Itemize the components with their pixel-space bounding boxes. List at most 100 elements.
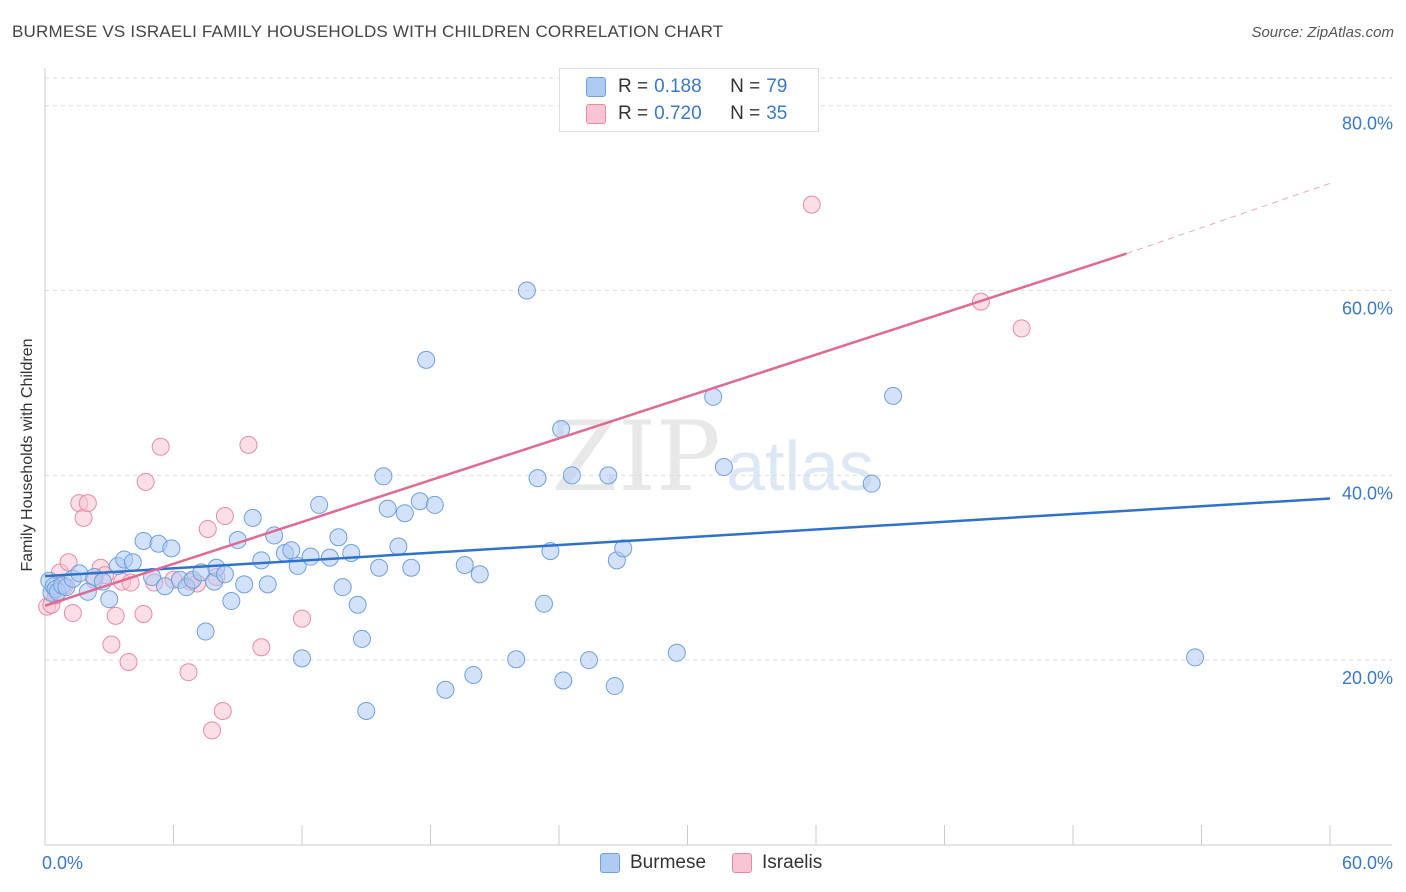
- legend-row-burmese: R = 0.188 N = 79: [586, 75, 787, 99]
- burmese-point: [402, 558, 421, 577]
- burmese-point: [378, 499, 397, 518]
- n-label: N =: [730, 76, 761, 97]
- israeli-point: [63, 604, 82, 623]
- chart-title: BURMESE VS ISRAELI FAMILY HOUSEHOLDS WIT…: [12, 22, 724, 41]
- israeli-point: [179, 663, 198, 682]
- r-label: R =: [618, 103, 649, 124]
- israeli-point: [136, 472, 155, 491]
- burmese-point: [134, 531, 153, 550]
- y-tick-label: 20.0%: [1342, 668, 1393, 688]
- israeli-trend-extension: [1126, 182, 1331, 255]
- israeli-point: [213, 702, 232, 721]
- burmese-r-value: 0.188: [654, 76, 702, 97]
- x-tick-label: 60.0%: [1342, 853, 1393, 873]
- burmese-point: [333, 578, 352, 597]
- israeli-point: [802, 195, 821, 214]
- burmese-swatch: [600, 853, 620, 873]
- burmese-point: [517, 281, 536, 300]
- israeli-point: [59, 553, 78, 572]
- points-layer: [38, 195, 1205, 740]
- burmese-point: [528, 469, 547, 488]
- legend-row-israelis: R = 0.720 N = 35: [586, 102, 787, 126]
- y-tick-label: 40.0%: [1342, 483, 1393, 503]
- y-tick-label: 60.0%: [1342, 299, 1393, 319]
- watermark: ZIP atlas: [551, 401, 874, 513]
- burmese-point: [389, 537, 408, 556]
- israelis-swatch: [586, 104, 606, 124]
- watermark-zip: ZIP: [551, 401, 720, 513]
- burmese-point: [470, 565, 489, 584]
- burmese-point: [374, 467, 393, 486]
- burmese-point: [348, 595, 367, 614]
- burmese-swatch: [586, 77, 606, 97]
- burmese-point: [410, 492, 429, 511]
- burmese-point: [562, 466, 581, 485]
- israeli-point: [134, 604, 153, 623]
- burmese-point: [455, 555, 474, 574]
- israeli-point: [1012, 319, 1031, 338]
- burmese-point: [862, 474, 881, 493]
- burmese-point: [100, 590, 119, 609]
- burmese-point: [252, 551, 271, 570]
- burmese-point: [425, 495, 444, 514]
- burmese-point: [162, 539, 181, 558]
- burmese-point: [123, 553, 142, 572]
- grid-layer: [45, 77, 1392, 661]
- burmese-point: [352, 629, 371, 648]
- burmese-point: [282, 541, 301, 560]
- israeli-point: [106, 606, 125, 625]
- israeli-point: [102, 635, 121, 654]
- axes: 20.0% 40.0% 60.0% 80.0% 0.0% 60.0%: [42, 68, 1393, 873]
- burmese-point: [1186, 648, 1205, 667]
- israelis-n-value: 35: [766, 103, 788, 124]
- correlation-legend: R = 0.188 N = 79 R = 0.720 N = 35: [559, 68, 819, 132]
- burmese-point: [370, 558, 389, 577]
- burmese-point: [667, 643, 686, 662]
- r-label: R =: [618, 76, 649, 97]
- israeli-point: [198, 519, 217, 538]
- burmese-point: [714, 458, 733, 477]
- burmese-point: [614, 539, 633, 558]
- burmese-point: [395, 504, 414, 523]
- burmese-point: [357, 702, 376, 721]
- burmese-point: [310, 495, 329, 514]
- israelis-r-value: 0.720: [654, 103, 702, 124]
- burmese-point: [884, 386, 903, 405]
- x-tick-label: 0.0%: [42, 853, 83, 873]
- israeli-point: [252, 638, 271, 657]
- y-tick-label: 80.0%: [1342, 114, 1393, 134]
- burmese-point: [579, 651, 598, 670]
- israeli-point: [239, 435, 258, 454]
- burmese-point: [507, 650, 526, 669]
- burmese-point: [155, 577, 174, 596]
- legend-label-burmese: Burmese: [630, 852, 707, 873]
- burmese-point: [599, 466, 618, 485]
- israeli-point: [203, 721, 222, 740]
- israeli-point: [119, 653, 138, 672]
- burmese-point: [258, 575, 277, 594]
- israeli-point: [293, 609, 311, 628]
- burmese-point: [417, 350, 436, 369]
- israeli-trend-line: [44, 252, 1127, 607]
- source-label: Source: ZipAtlas.com: [1251, 24, 1394, 41]
- legend-item-burmese: Burmese: [600, 852, 706, 874]
- burmese-trend-line: [44, 497, 1331, 578]
- burmese-point: [196, 622, 215, 641]
- burmese-point: [605, 677, 624, 696]
- burmese-n-value: 79: [766, 76, 788, 97]
- burmese-point: [436, 680, 455, 699]
- burmese-point: [215, 565, 234, 584]
- israelis-swatch: [732, 853, 753, 873]
- burmese-point: [464, 665, 483, 684]
- trend-lines: [44, 182, 1331, 607]
- burmese-point: [301, 547, 320, 566]
- watermark-atlas: atlas: [726, 427, 874, 505]
- n-label: N =: [730, 103, 761, 124]
- israeli-point: [78, 494, 97, 513]
- burmese-point: [535, 594, 554, 613]
- burmese-point: [222, 592, 241, 611]
- burmese-point: [554, 671, 573, 690]
- series-legend: Burmese Israelis: [600, 852, 848, 874]
- burmese-point: [243, 508, 262, 527]
